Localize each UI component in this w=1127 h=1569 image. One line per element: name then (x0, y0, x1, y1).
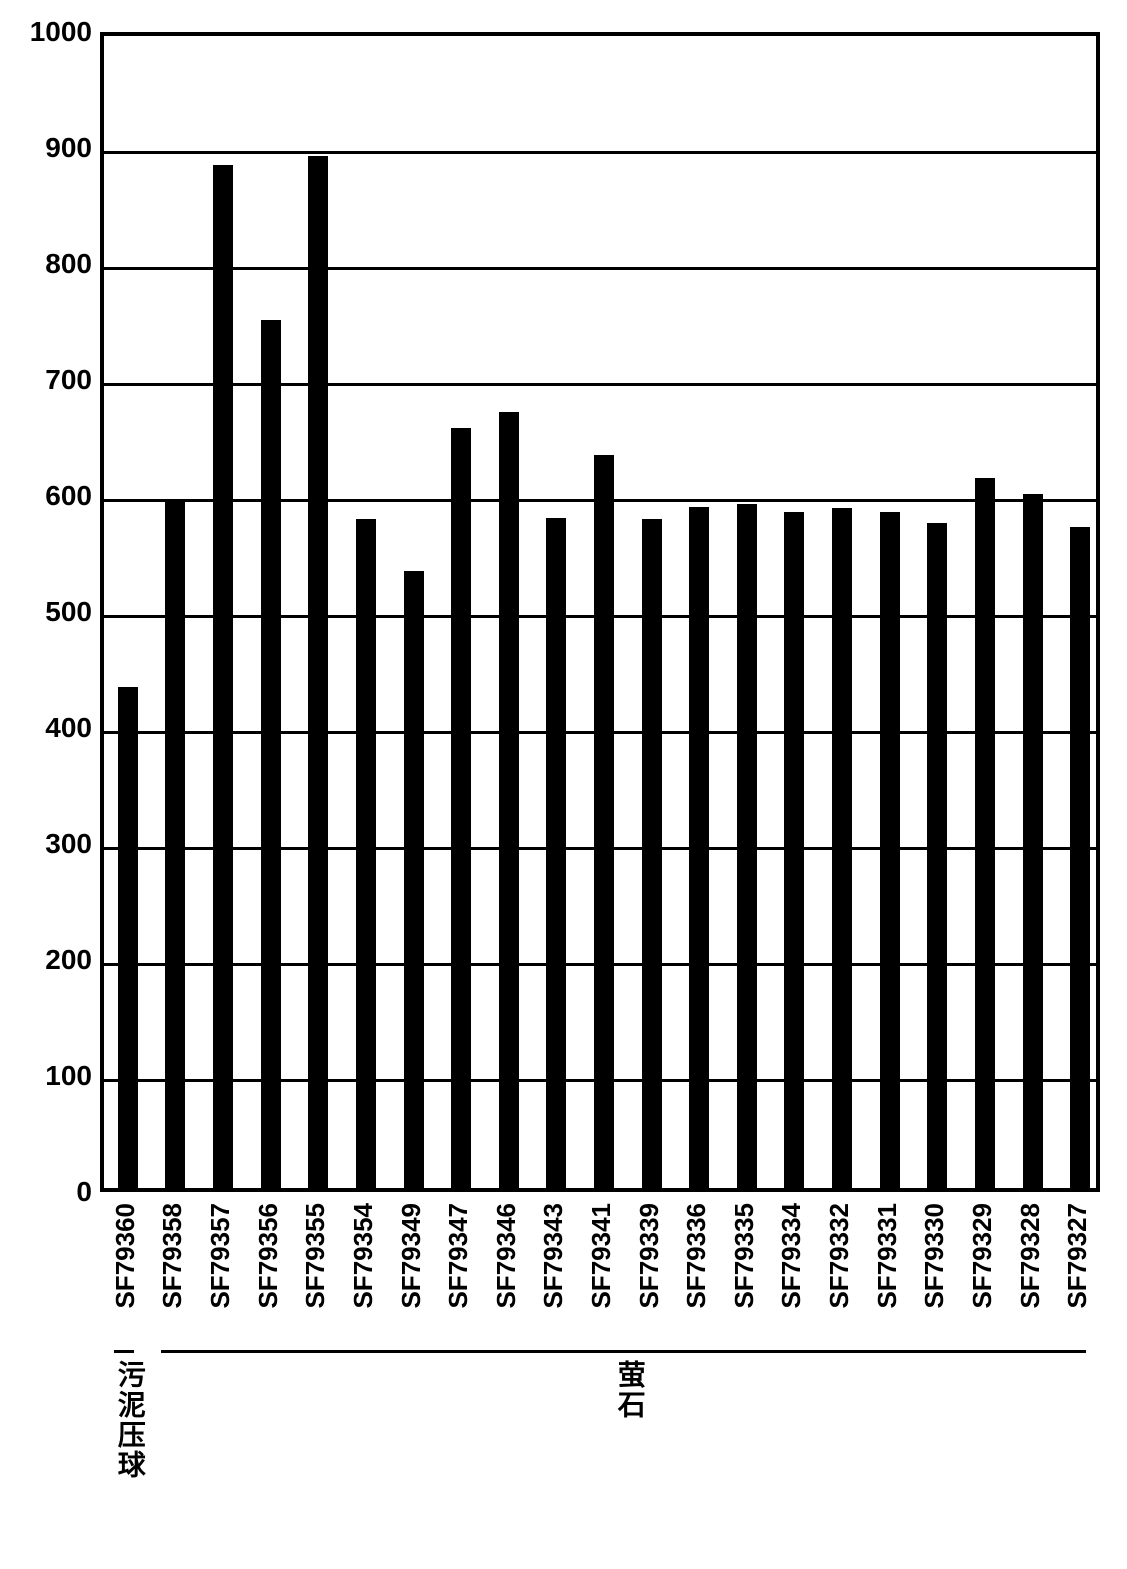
x-tick-label: SF79331 (872, 1203, 903, 1309)
y-tick-label: 900 (12, 132, 92, 164)
y-tick-label: 400 (12, 712, 92, 744)
x-tick-label: SF79335 (729, 1203, 760, 1309)
bar (832, 508, 852, 1188)
x-tick-label: SF79332 (824, 1203, 855, 1309)
bar (689, 507, 709, 1188)
bar (546, 518, 566, 1188)
x-tick-label: SF79355 (300, 1203, 331, 1309)
bars-region (104, 36, 1096, 1188)
x-tick-label: SF79339 (634, 1203, 665, 1309)
group-underline (161, 1350, 1086, 1353)
bar (356, 519, 376, 1188)
bar (308, 156, 328, 1188)
x-tick-label: SF79327 (1062, 1203, 1093, 1309)
bar (594, 455, 614, 1188)
y-tick-label: 700 (12, 364, 92, 396)
plot-area (100, 32, 1100, 1192)
bar (642, 519, 662, 1188)
x-tick-label: SF79354 (348, 1203, 379, 1309)
bar (1023, 494, 1043, 1188)
bar (737, 504, 757, 1188)
bar (118, 687, 138, 1188)
x-tick-label: SF79349 (396, 1203, 427, 1309)
y-tick-label: 300 (12, 828, 92, 860)
x-tick-label: SF79347 (443, 1203, 474, 1309)
x-tick-label: SF79358 (157, 1203, 188, 1309)
bar (927, 523, 947, 1188)
x-tick-label: SF79341 (586, 1203, 617, 1309)
x-tick-label: SF79329 (967, 1203, 998, 1309)
x-tick-label: SF79343 (538, 1203, 569, 1309)
x-tick-label: SF79330 (919, 1203, 950, 1309)
x-axis-labels: SF79360 SF79358 SF79357 SF79356 SF79355 SF793… (100, 1203, 1100, 1373)
bar (880, 512, 900, 1188)
x-tick-label: SF79334 (776, 1203, 807, 1309)
y-tick-label: 500 (12, 596, 92, 628)
group-label: 萤石 (610, 1360, 650, 1420)
bar (1070, 527, 1090, 1188)
bar (213, 165, 233, 1188)
y-tick-label: 600 (12, 480, 92, 512)
y-tick-label: 1000 (12, 16, 92, 48)
bar (784, 512, 804, 1188)
x-tick-label: SF79328 (1015, 1203, 1046, 1309)
bar (261, 320, 281, 1188)
bar (165, 501, 185, 1188)
group-label: 污泥压球 (110, 1360, 150, 1480)
y-tick-label: 0 (12, 1176, 92, 1208)
group-underline (114, 1350, 134, 1353)
y-tick-label: 800 (12, 248, 92, 280)
x-tick-label: SF79357 (205, 1203, 236, 1309)
x-tick-label: SF79346 (491, 1203, 522, 1309)
bar (975, 478, 995, 1188)
x-tick-label: SF79336 (681, 1203, 712, 1309)
bar (404, 571, 424, 1188)
x-tick-label: SF79360 (110, 1203, 141, 1309)
bar (499, 412, 519, 1188)
chart-container: 01002003004005006007008009001000 SF79360… (15, 20, 1110, 1550)
bar (451, 428, 471, 1188)
x-tick-label: SF79356 (253, 1203, 284, 1309)
y-tick-label: 100 (12, 1060, 92, 1092)
y-tick-label: 200 (12, 944, 92, 976)
